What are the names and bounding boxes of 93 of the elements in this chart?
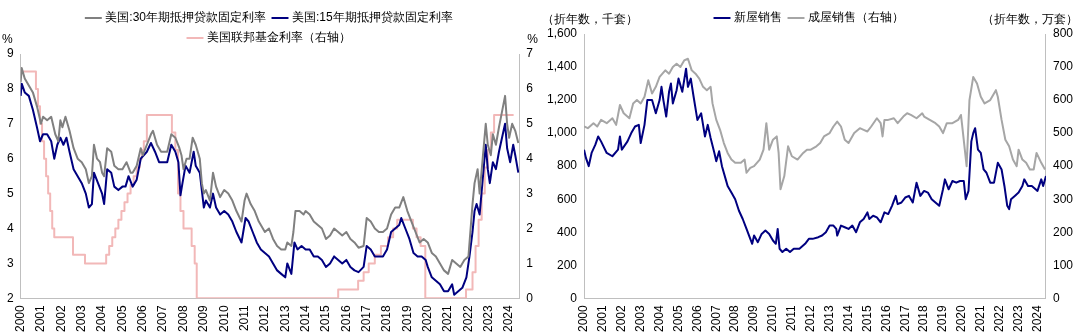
y-tick-label: 5 (6, 185, 14, 200)
x-tick-label: 2008 (727, 304, 742, 333)
x-tick-label: 2000 (12, 304, 27, 333)
y-tick-label: 2 (6, 290, 14, 305)
x-tick-label: 2021 (440, 304, 455, 333)
x-tick-label: 2004 (94, 304, 109, 333)
y-tick-label: 800 (557, 158, 578, 173)
y2-tick-label: 500 (1052, 125, 1074, 140)
x-tick-label: 2009 (196, 304, 211, 333)
y2-tick-label: 2 (526, 220, 534, 235)
x-tick-label: 2005 (670, 304, 685, 333)
x-tick-label: 2024 (501, 304, 516, 333)
y-tick-label: 200 (557, 257, 578, 272)
x-tick-label: 2016 (338, 304, 353, 333)
y-tick-label: 7 (6, 116, 14, 131)
x-tick-label: 2020 (420, 304, 435, 333)
y2-tick-label: 1 (526, 255, 534, 270)
x-tick-label: 2001 (33, 304, 48, 333)
y2-tick-label: 7 (526, 46, 534, 61)
y2-tick-label: 4 (526, 151, 534, 166)
y-axis-title: % (2, 32, 13, 47)
y2-tick-label: 200 (1052, 224, 1074, 239)
x-tick-label: 2011 (236, 304, 251, 332)
y2-tick-label: 600 (1052, 92, 1074, 107)
x-tick-label: 2008 (175, 304, 190, 333)
y2-tick-label: 5 (526, 116, 534, 131)
y2-tick-label: 100 (1052, 257, 1074, 272)
y-tick-label: 4 (6, 220, 14, 235)
x-tick-label: 2005 (114, 304, 129, 333)
y2-tick-label: 0 (526, 290, 534, 305)
x-tick-label: 2014 (297, 304, 312, 333)
x-tick-label: 2020 (954, 304, 969, 333)
x-tick-label: 2006 (689, 304, 704, 333)
y2-axis-title: （折年数，万套） (982, 12, 1078, 27)
x-tick-label: 2023 (1010, 304, 1025, 333)
y-tick-label: 600 (557, 191, 578, 206)
x-tick-label: 2012 (803, 304, 818, 333)
y-tick-label: 1,400 (547, 59, 578, 74)
x-tick-label: 2023 (481, 304, 496, 333)
legend-label: 美国联邦基金利率（右轴） (207, 30, 351, 45)
x-tick-label: 2015 (859, 304, 874, 333)
x-tick-label: 2009 (746, 304, 761, 333)
x-tick-label: 2014 (840, 304, 855, 333)
y-tick-label: 1,000 (547, 125, 578, 140)
x-tick-label: 2003 (633, 304, 648, 333)
y-tick-label: 9 (6, 46, 14, 61)
x-tick-label: 2024 (1029, 304, 1044, 333)
y2-tick-label: 300 (1052, 191, 1074, 206)
y-axis-title: （折年数，千套） (542, 12, 638, 27)
x-tick-label: 2010 (765, 304, 780, 333)
x-tick-label: 2015 (318, 304, 333, 333)
legend-label: 新屋销售 (734, 10, 782, 25)
x-tick-label: 2010 (216, 304, 231, 333)
x-tick-label: 2001 (595, 304, 610, 333)
x-tick-label: 2013 (277, 304, 292, 333)
legend-label: 美国:30年期抵押贷款固定利率 (105, 10, 267, 25)
x-tick-label: 2004 (651, 304, 666, 333)
y2-tick-label: 700 (1052, 59, 1074, 74)
x-tick-label: 2022 (992, 304, 1006, 333)
y-tick-label: 6 (6, 151, 14, 166)
x-tick-label: 2002 (614, 304, 629, 333)
x-tick-label: 2007 (708, 304, 723, 333)
x-tick-label: 2000 (576, 304, 591, 333)
y-tick-label: 400 (557, 224, 578, 239)
x-tick-label: 2018 (379, 304, 394, 333)
y2-tick-label: 0 (1052, 290, 1060, 305)
y-tick-label: 1,600 (547, 26, 578, 41)
y-tick-label: 3 (6, 255, 14, 270)
y2-tick-label: 800 (1052, 26, 1074, 41)
y-tick-label: 1,200 (547, 92, 578, 107)
x-tick-label: 2013 (821, 304, 836, 333)
y-tick-label: 8 (6, 81, 14, 96)
x-tick-label: 2021 (973, 304, 988, 333)
legend-label: 美国:15年期抵押贷款固定利率 (292, 10, 453, 25)
legend-label: 成屋销售（右轴） (808, 10, 904, 25)
y-tick-label: 0 (570, 290, 578, 305)
x-tick-label: 2017 (897, 304, 912, 333)
y2-axis-title: % (527, 32, 539, 47)
x-tick-label: 2017 (358, 304, 373, 333)
x-tick-label: 2006 (135, 304, 150, 333)
y2-tick-label: 6 (526, 81, 534, 96)
x-tick-label: 2019 (935, 304, 950, 333)
x-tick-label: 2018 (916, 304, 931, 333)
x-tick-label: 2011 (784, 304, 799, 332)
x-tick-label: 2016 (878, 304, 893, 333)
x-tick-label: 2019 (399, 304, 414, 333)
x-tick-label: 2003 (74, 304, 89, 333)
x-tick-label: 2022 (460, 304, 475, 333)
y2-tick-label: 400 (1052, 158, 1074, 173)
y2-tick-label: 3 (526, 185, 534, 200)
x-tick-label: 2002 (53, 304, 68, 333)
x-tick-label: 2012 (257, 304, 272, 333)
x-tick-label: 2007 (155, 304, 170, 333)
